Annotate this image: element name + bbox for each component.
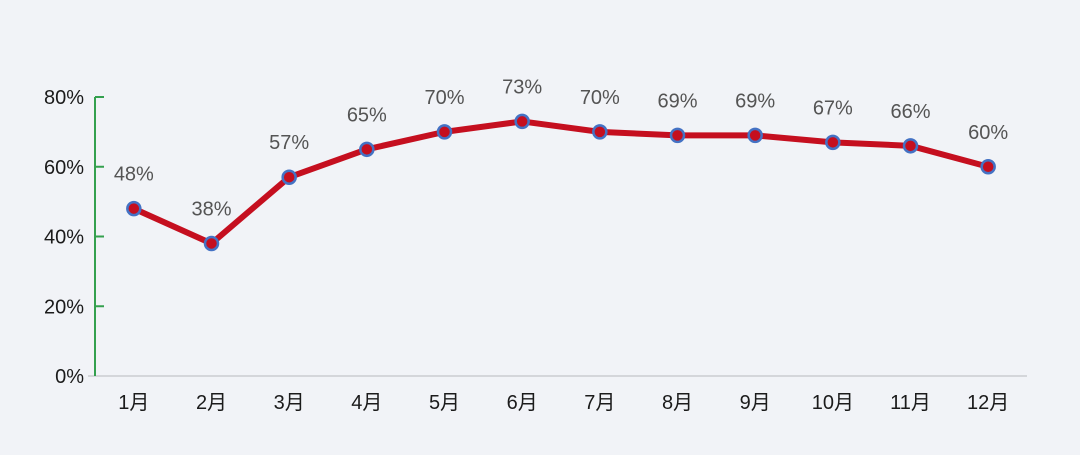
x-tick-label: 9月	[740, 392, 771, 414]
data-point-label: 60%	[968, 122, 1008, 144]
x-tick-label: 5月	[429, 392, 460, 414]
x-tick-label: 7月	[584, 392, 615, 414]
y-tick-label: 80%	[44, 87, 84, 109]
data-point-label: 67%	[813, 97, 853, 119]
data-point-marker	[592, 124, 608, 140]
data-point-label: 69%	[657, 90, 697, 112]
data-point-marker	[436, 124, 453, 140]
data-point-label: 48%	[114, 164, 154, 186]
data-point-label: 66%	[890, 101, 930, 123]
x-tick-label: 4月	[351, 392, 382, 414]
data-point-label: 73%	[502, 76, 542, 98]
x-tick-label: 11月	[890, 392, 931, 414]
x-tick-label: 2月	[196, 392, 227, 414]
data-point-marker	[747, 127, 763, 144]
y-tick-label: 40%	[44, 227, 84, 249]
data-point-marker	[126, 200, 142, 217]
x-tick-label: 3月	[274, 392, 305, 414]
data-point-label: 38%	[191, 198, 231, 220]
data-point-marker	[980, 159, 996, 175]
data-point-marker	[902, 138, 919, 154]
x-tick-label: 10月	[812, 392, 854, 414]
x-tick-label: 1月	[118, 392, 149, 414]
data-point-marker	[825, 134, 841, 151]
data-point-label: 70%	[424, 87, 464, 109]
x-tick-label: 6月	[507, 392, 538, 414]
data-point-label: 69%	[735, 90, 775, 112]
y-tick-label: 60%	[44, 157, 84, 179]
data-point-marker	[669, 127, 686, 144]
x-tick-label: 12月	[967, 392, 1009, 414]
data-point-marker	[281, 169, 297, 185]
y-tick-label: 0%	[55, 366, 84, 388]
line-series	[130, 118, 992, 247]
y-tick-label: 20%	[44, 296, 84, 318]
data-point-marker	[203, 235, 220, 252]
data-point-label: 70%	[580, 87, 620, 109]
x-tick-label: 8月	[662, 392, 693, 414]
data-point-label: 65%	[347, 104, 387, 126]
data-point-label: 57%	[269, 132, 309, 154]
data-point-marker	[514, 113, 530, 130]
data-point-marker	[359, 141, 375, 158]
